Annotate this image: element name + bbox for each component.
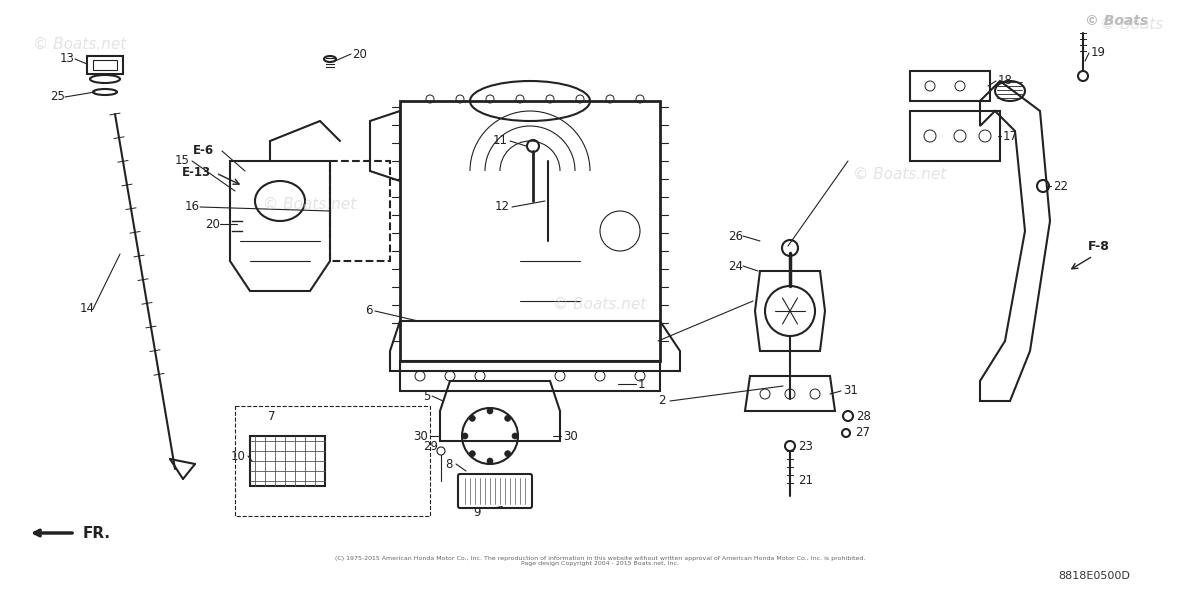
- Text: 10: 10: [232, 449, 246, 462]
- Text: © Boats.net: © Boats.net: [34, 37, 127, 52]
- Text: © Boats: © Boats: [1100, 17, 1163, 32]
- Text: 7: 7: [268, 410, 276, 422]
- Text: © Boats.net: © Boats.net: [263, 196, 356, 211]
- Text: 9: 9: [473, 507, 480, 519]
- Text: 8: 8: [445, 458, 454, 470]
- Text: E-13: E-13: [182, 167, 211, 180]
- Text: 30: 30: [563, 429, 577, 443]
- Text: 12: 12: [496, 201, 510, 213]
- Text: 15: 15: [175, 155, 190, 168]
- Circle shape: [469, 450, 475, 456]
- Text: F-8: F-8: [1088, 240, 1110, 253]
- Text: 29: 29: [424, 440, 438, 452]
- Circle shape: [487, 458, 493, 464]
- Text: © Boats.net: © Boats.net: [853, 167, 947, 181]
- Text: 17: 17: [1003, 129, 1018, 143]
- Text: (C) 1975-2015 American Honda Motor Co., Inc. The reproduction of information in : (C) 1975-2015 American Honda Motor Co., …: [335, 556, 865, 567]
- Text: FR.: FR.: [83, 525, 112, 540]
- Text: 14: 14: [80, 302, 95, 316]
- Text: 1: 1: [638, 377, 646, 391]
- Circle shape: [469, 415, 475, 421]
- Text: 18: 18: [998, 74, 1013, 87]
- Text: 24: 24: [728, 259, 743, 273]
- Text: 20: 20: [352, 47, 367, 60]
- Text: E-6: E-6: [193, 144, 214, 158]
- Text: 11: 11: [493, 135, 508, 147]
- Text: 30: 30: [413, 429, 428, 443]
- Circle shape: [462, 433, 468, 439]
- Circle shape: [505, 450, 511, 456]
- Circle shape: [512, 433, 518, 439]
- Text: 2: 2: [658, 395, 666, 407]
- Text: 22: 22: [1054, 180, 1068, 192]
- Circle shape: [505, 415, 511, 421]
- Text: 13: 13: [60, 53, 74, 65]
- Text: 23: 23: [798, 440, 812, 452]
- Text: 25: 25: [50, 90, 65, 104]
- Text: © Boats: © Boats: [1085, 14, 1148, 28]
- Text: 28: 28: [856, 410, 871, 422]
- Text: 27: 27: [854, 426, 870, 440]
- Text: © Boats.net: © Boats.net: [553, 297, 647, 311]
- Text: 6: 6: [366, 304, 373, 317]
- Text: 5: 5: [422, 389, 430, 403]
- Text: 20: 20: [205, 217, 220, 231]
- Text: 16: 16: [185, 201, 200, 213]
- Circle shape: [487, 408, 493, 414]
- Text: 21: 21: [798, 474, 814, 488]
- Text: 31: 31: [842, 385, 858, 398]
- Text: 19: 19: [1091, 47, 1106, 59]
- Text: 26: 26: [728, 229, 743, 243]
- Text: 8818E0500D: 8818E0500D: [1058, 571, 1130, 581]
